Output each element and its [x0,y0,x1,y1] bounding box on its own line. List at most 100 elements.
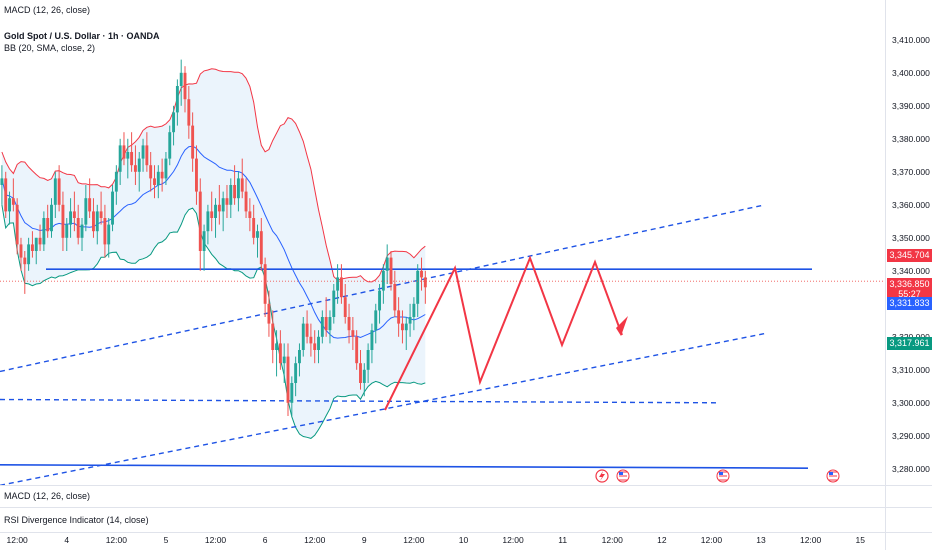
support-line [0,464,809,469]
us-flag-event-icon[interactable] [826,469,840,483]
x-tick-label: 4 [64,535,69,545]
candle-body [286,356,290,403]
candle-body [95,211,99,232]
earnings-event-icon[interactable] [595,469,609,483]
candle-body [160,171,164,179]
candle-body [111,191,114,225]
candle-body [27,244,31,265]
time-axis-separator [0,532,932,533]
x-tick-label: 12:00 [602,535,624,545]
candle-body [355,336,359,364]
rsi-pane-label[interactable]: RSI Divergence Indicator (14, close) [4,515,149,525]
candle-body [400,323,404,331]
x-tick-label: 12:00 [106,535,128,545]
price-axis-separator [885,0,886,550]
candle-body [88,198,92,212]
bb-basis-price-tag: 3,331.833 [887,297,932,310]
candle-body [145,145,149,166]
symbol-legend[interactable]: Gold Spot / U.S. Dollar · 1h · OANDA [4,31,160,41]
candle-body [141,145,145,159]
bb-legend[interactable]: BB (20, SMA, close, 2) [4,43,96,53]
x-tick-label: 12:00 [403,535,425,545]
candle-body [275,343,279,350]
macd-pane-label[interactable]: MACD (12, 26, close) [4,491,91,501]
x-tick-label: 12:00 [502,535,524,545]
horizontal-dashed-line [0,398,721,404]
y-tick-label: 3,280.000 [892,464,930,474]
candle-body [92,211,95,232]
us-flag-event-icon[interactable] [616,469,630,483]
y-tick-label: 3,390.000 [892,101,930,111]
y-tick-label: 3,320.000 [892,332,930,342]
candle-body [416,270,420,304]
candle-body [294,363,298,383]
bb-upper-line [1,68,426,283]
x-tick-label: 6 [263,535,268,545]
candle-body [320,317,324,337]
macd-pane-separator [0,485,932,486]
candle-body [153,178,156,185]
x-tick-label: 12:00 [205,535,227,545]
y-tick-label: 3,300.000 [892,398,930,408]
candle-body [225,198,229,205]
candle-body [343,297,347,317]
candle-body [317,336,320,350]
candle-body [195,158,198,192]
candle-body [362,369,366,383]
candle-body [11,198,15,205]
candle-body [168,132,172,159]
candle-body [53,178,57,205]
y-tick-label: 3,340.000 [892,266,930,276]
x-tick-label: 11 [558,535,567,545]
y-tick-label: 3,370.000 [892,167,930,177]
candle-body [332,290,336,317]
candle-body [233,185,237,199]
candle-body [0,178,4,185]
candle-body [256,231,259,238]
candle-body [4,178,8,212]
candle-body [8,198,11,212]
channel-lower-dashed [0,332,766,486]
candle-body [114,171,118,192]
candle-body [130,152,134,166]
y-tick-label: 3,360.000 [892,200,930,210]
candle-body [324,317,328,331]
x-tick-label: 5 [164,535,169,545]
top-indicator-label: MACD (12, 26, close) [4,5,91,15]
candle-body [107,224,111,245]
candle-body [271,323,275,350]
candle-body [175,86,179,113]
x-tick-label: 12:00 [800,535,822,545]
candle-body [164,158,168,179]
candle-body [290,383,294,403]
candle-body [366,350,370,370]
candle-body [137,158,141,172]
candle-body [328,317,332,331]
candle-body [347,317,351,331]
zigzag-path [384,255,623,411]
x-tick-label: 12:00 [304,535,326,545]
candle-body [298,350,301,364]
candle-body [244,191,248,212]
candle-body [30,244,34,251]
candle-body [278,343,282,364]
candle-body [103,218,107,245]
candle-body [259,231,263,265]
candle-body [248,211,252,218]
candle-body [76,218,80,238]
candle-body [46,218,50,232]
us-flag-event-icon[interactable] [716,469,730,483]
bb-basis-line [1,145,426,339]
candle-body [42,218,46,245]
candle-body [339,277,343,298]
candle-body [122,145,126,159]
y-tick-label: 3,310.000 [892,365,930,375]
candle-body [263,264,267,304]
candle-body [202,231,206,251]
candle-body [404,323,408,331]
candle-body [210,211,214,218]
candle-body [80,224,84,238]
x-tick-label: 15 [855,535,865,545]
